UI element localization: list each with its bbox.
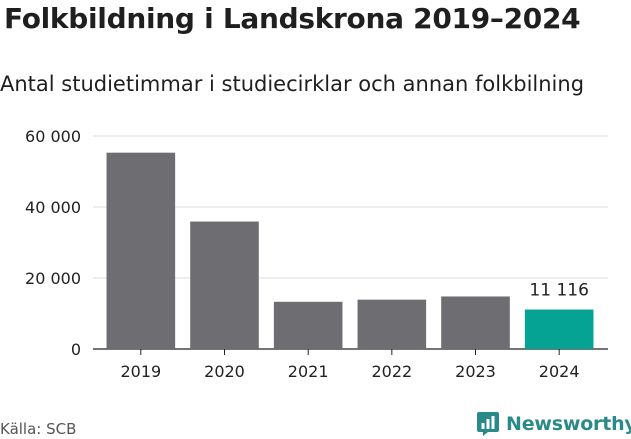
x-tick-label: 2024: [539, 362, 580, 381]
x-tick-label: 2020: [204, 362, 245, 381]
x-tick-label: 2021: [288, 362, 329, 381]
bar: [524, 309, 594, 349]
source-note: Källa: SCB: [0, 420, 77, 438]
gridlines: [93, 135, 608, 355]
bars: [106, 152, 594, 349]
data-label: 11 116: [529, 281, 588, 301]
chart-subtitle: Antal studietimmar i studiecirklar och a…: [0, 72, 585, 96]
bar-chart: 0 20 000 40 000 60 000 2019 2020 2021 2022 2023 2…: [25, 127, 608, 381]
bar: [190, 221, 259, 349]
x-tick-label: 2022: [371, 362, 412, 381]
bar: [357, 299, 427, 349]
labels: 0 20 000 40 000 60 000 2019 2020 2021 2022 2023 2…: [25, 127, 589, 381]
bar: [441, 296, 510, 349]
y-tick-label: 0: [71, 340, 81, 359]
newsworthy-logo-icon: [477, 412, 499, 436]
y-tick-label: 20 000: [25, 269, 81, 288]
brand-logo: Newsworthy: [476, 409, 631, 439]
y-tick-label: 60 000: [25, 127, 81, 146]
chart-title: Folkbildning i Landskrona 2019–2024: [4, 2, 581, 35]
bar: [273, 301, 343, 349]
y-tick-label: 40 000: [25, 198, 81, 217]
x-tick-label: 2019: [120, 362, 161, 381]
brand-name: Newsworthy: [506, 413, 631, 435]
bar: [106, 152, 176, 349]
x-tick-label: 2023: [455, 362, 496, 381]
